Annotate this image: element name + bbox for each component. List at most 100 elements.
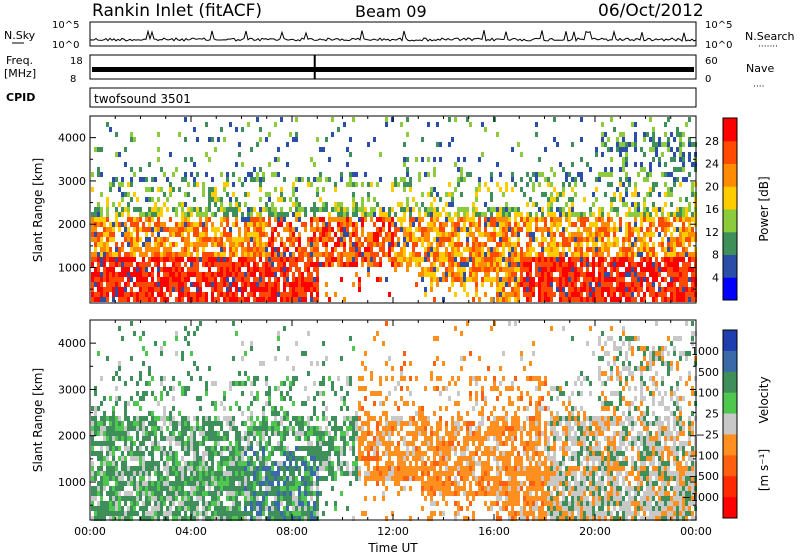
power-cell bbox=[553, 237, 556, 242]
velocity-cell bbox=[157, 496, 160, 501]
power-cell bbox=[616, 282, 619, 287]
power-cell bbox=[532, 187, 535, 192]
power-cell bbox=[139, 267, 142, 272]
power-cell bbox=[451, 272, 454, 277]
velocity-cell bbox=[109, 416, 112, 421]
velocity-cell bbox=[193, 416, 196, 421]
power-cell bbox=[247, 242, 250, 247]
power-cell bbox=[646, 252, 649, 257]
power-cell bbox=[277, 197, 280, 202]
velocity-cell bbox=[250, 506, 253, 511]
power-cell bbox=[163, 252, 166, 257]
power-cell bbox=[148, 272, 151, 277]
velocity-cell bbox=[295, 466, 298, 471]
velocity-cell bbox=[127, 426, 130, 431]
power-cell bbox=[298, 282, 301, 287]
velocity-cell bbox=[94, 491, 97, 496]
power-cell bbox=[421, 267, 424, 272]
power-cell bbox=[673, 272, 676, 277]
power-cell bbox=[226, 217, 229, 222]
power-cell bbox=[349, 257, 352, 262]
power-cell bbox=[226, 282, 229, 287]
power-cell bbox=[247, 297, 250, 302]
power-cell bbox=[634, 252, 637, 257]
power-cell bbox=[151, 257, 154, 262]
power-cell bbox=[673, 257, 676, 262]
velocity-cell bbox=[235, 331, 238, 336]
power-cell bbox=[127, 232, 130, 237]
power-cell bbox=[610, 267, 613, 272]
power-cell bbox=[148, 292, 151, 297]
power-cell bbox=[106, 257, 109, 262]
power-cell bbox=[571, 252, 574, 257]
velocity-cell bbox=[262, 406, 265, 411]
power-cell bbox=[433, 187, 436, 192]
power-cell bbox=[346, 182, 349, 187]
velocity-cell bbox=[193, 481, 196, 486]
velocity-cell bbox=[229, 416, 232, 421]
power-cell bbox=[454, 212, 457, 217]
power-cell bbox=[226, 177, 229, 182]
velocity-cell bbox=[184, 501, 187, 506]
power-cell bbox=[484, 227, 487, 232]
power-cell bbox=[544, 177, 547, 182]
velocity-cell bbox=[307, 441, 310, 446]
power-cell bbox=[106, 277, 109, 282]
power-cell bbox=[460, 242, 463, 247]
velocity-cell bbox=[283, 416, 286, 421]
power-cell bbox=[514, 217, 517, 222]
power-cell bbox=[250, 217, 253, 222]
power-cell bbox=[349, 137, 352, 142]
velocity-cell bbox=[109, 496, 112, 501]
power-cell bbox=[436, 257, 439, 262]
power-cell bbox=[265, 202, 268, 207]
power-cell bbox=[448, 142, 451, 147]
power-cell bbox=[181, 277, 184, 282]
power-cell bbox=[670, 202, 673, 207]
power-cell bbox=[652, 137, 655, 142]
velocity-cell bbox=[307, 516, 310, 521]
power-cell bbox=[511, 247, 514, 252]
power-cell bbox=[625, 267, 628, 272]
power-cell bbox=[223, 277, 226, 282]
velocity-cell bbox=[160, 446, 163, 451]
velocity-cell bbox=[175, 496, 178, 501]
power-colorbar-tick: 12 bbox=[705, 226, 719, 239]
velocity-cell bbox=[238, 511, 241, 516]
power-cell bbox=[505, 292, 508, 297]
power-cell bbox=[172, 267, 175, 272]
power-cell bbox=[124, 162, 127, 167]
power-cell bbox=[238, 227, 241, 232]
velocity-cell bbox=[229, 381, 232, 386]
velocity-cell bbox=[259, 511, 262, 516]
velocity-cell bbox=[103, 471, 106, 476]
power-cell bbox=[169, 247, 172, 252]
velocity-cell bbox=[139, 441, 142, 446]
velocity-cell bbox=[109, 441, 112, 446]
power-cell bbox=[511, 177, 514, 182]
velocity-cell bbox=[250, 416, 253, 421]
power-cell bbox=[520, 267, 523, 272]
velocity-cell bbox=[226, 481, 229, 486]
power-cell bbox=[643, 267, 646, 272]
power-cell bbox=[691, 187, 694, 192]
velocity-cell bbox=[205, 416, 208, 421]
power-cell bbox=[142, 272, 145, 277]
power-cell bbox=[232, 247, 235, 252]
power-cell bbox=[331, 262, 334, 267]
power-cell bbox=[625, 227, 628, 232]
velocity-cell bbox=[103, 506, 106, 511]
velocity-cell bbox=[202, 516, 205, 521]
power-cell bbox=[310, 237, 313, 242]
velocity-cell bbox=[115, 436, 118, 441]
power-cell bbox=[619, 167, 622, 172]
power-cell bbox=[193, 272, 196, 277]
power-cell bbox=[484, 212, 487, 217]
power-cell bbox=[277, 277, 280, 282]
power-cell bbox=[556, 207, 559, 212]
velocity-cell bbox=[223, 396, 226, 401]
velocity-cell bbox=[286, 516, 289, 521]
power-cell bbox=[583, 297, 586, 302]
power-cell bbox=[448, 257, 451, 262]
velocity-cell bbox=[145, 491, 148, 496]
